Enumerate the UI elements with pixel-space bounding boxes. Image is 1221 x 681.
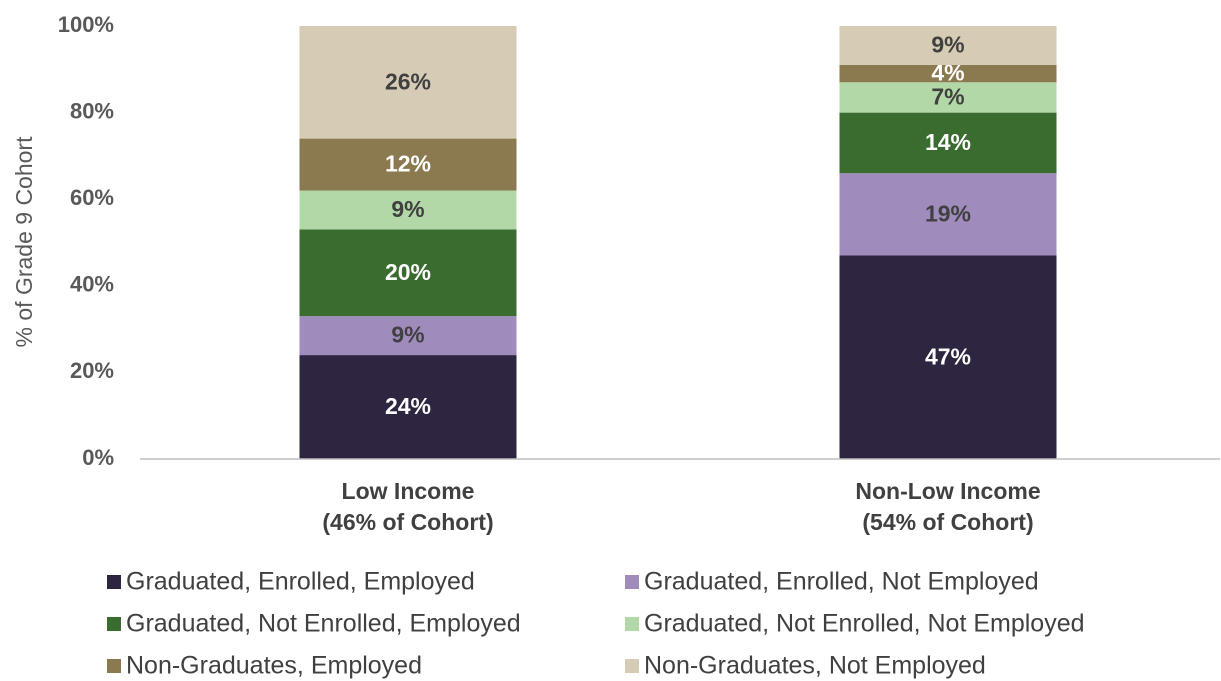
y-tick-label: 60% — [70, 185, 114, 210]
data-label: 9% — [391, 322, 424, 348]
data-label: 47% — [925, 343, 971, 369]
data-label: 19% — [925, 200, 971, 226]
data-label: 26% — [385, 68, 431, 94]
y-tick-label: 100% — [58, 12, 114, 37]
data-label: 20% — [385, 259, 431, 285]
legend-swatch — [107, 575, 121, 589]
legend-label: Graduated, Not Enrolled, Not Employed — [644, 610, 1085, 638]
data-label: 9% — [391, 196, 424, 222]
legend-swatch — [107, 617, 121, 631]
bar-segment — [299, 316, 517, 356]
data-label: 7% — [931, 84, 964, 110]
data-label: 9% — [931, 32, 964, 58]
bar-segment — [299, 229, 517, 317]
bar-segment — [839, 255, 1057, 459]
y-axis-label: % of Grade 9 Cohort — [11, 136, 37, 348]
x-tick-label: Low Income (46% of Cohort) — [322, 478, 494, 535]
y-tick-label: 20% — [70, 358, 114, 383]
data-label: 24% — [385, 393, 431, 419]
legend-swatch — [107, 659, 121, 673]
legend-swatch — [625, 575, 639, 589]
legend-label: Graduated, Enrolled, Not Employed — [644, 568, 1039, 596]
bar-segment — [839, 82, 1057, 113]
legend-label: Non-Graduates, Employed — [126, 652, 422, 680]
data-label: 12% — [385, 151, 431, 177]
y-tick-label: 0% — [82, 445, 114, 470]
bar-segment — [299, 190, 517, 230]
bar-segment — [839, 173, 1057, 256]
legend-label: Non-Graduates, Not Employed — [644, 652, 986, 680]
x-tick-label: Non-Low Income (54% of Cohort) — [855, 478, 1041, 535]
legend-swatch — [625, 617, 639, 631]
bar-segment — [839, 26, 1057, 65]
y-tick-label: 80% — [70, 98, 114, 123]
y-tick-label: 40% — [70, 272, 114, 297]
legend-label: Graduated, Enrolled, Employed — [126, 568, 475, 596]
bar-segment — [839, 64, 1057, 83]
bar-segment — [839, 112, 1057, 174]
bar-segment — [299, 355, 517, 459]
legend-swatch — [625, 659, 639, 673]
bar-segment — [299, 138, 517, 191]
bar-segment — [299, 26, 517, 139]
legend-label: Graduated, Not Enrolled, Employed — [126, 610, 521, 638]
data-label: 14% — [925, 129, 971, 155]
